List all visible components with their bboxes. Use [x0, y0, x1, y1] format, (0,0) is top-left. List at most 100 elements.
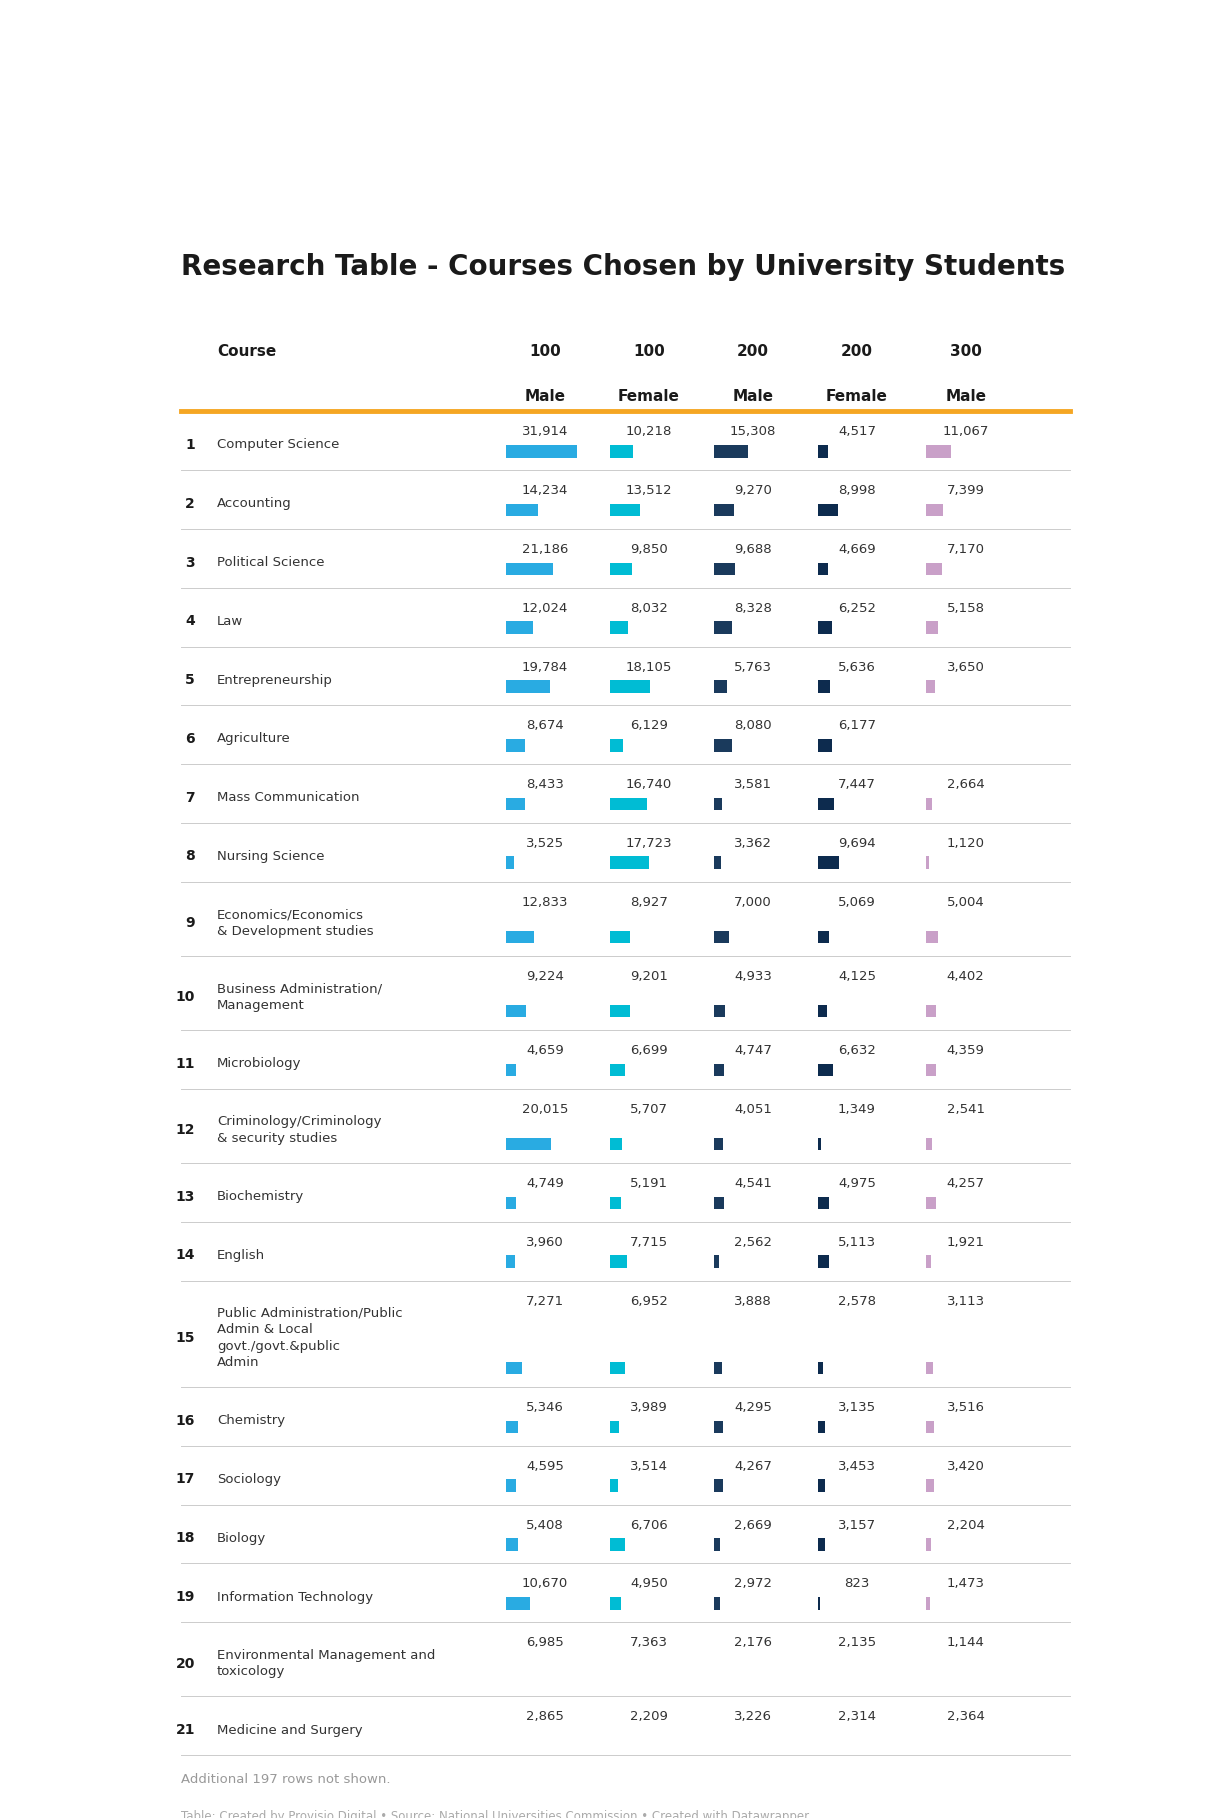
Text: 18,105: 18,105 — [626, 660, 672, 673]
Text: 2,664: 2,664 — [947, 778, 985, 791]
Text: Course: Course — [217, 344, 276, 360]
Bar — [817, 856, 839, 869]
Text: 8,674: 8,674 — [526, 720, 564, 733]
Bar — [926, 1420, 935, 1433]
Bar — [610, 1671, 626, 1683]
Text: 15: 15 — [176, 1331, 195, 1345]
Text: 4,669: 4,669 — [838, 544, 876, 556]
Bar — [714, 445, 748, 458]
Text: 1,120: 1,120 — [947, 836, 985, 849]
Text: 4: 4 — [185, 614, 195, 629]
Bar — [817, 1196, 828, 1209]
Text: 2,541: 2,541 — [947, 1104, 985, 1116]
Text: 5,636: 5,636 — [838, 660, 876, 673]
Text: Chemistry: Chemistry — [217, 1414, 285, 1427]
Text: 8,927: 8,927 — [630, 896, 667, 909]
Text: 2,176: 2,176 — [734, 1636, 772, 1649]
Text: 8,080: 8,080 — [734, 720, 772, 733]
Text: 3,989: 3,989 — [630, 1402, 667, 1414]
Bar — [505, 798, 525, 811]
Bar — [926, 1005, 936, 1018]
Text: 200: 200 — [737, 344, 769, 360]
Text: 5,191: 5,191 — [630, 1176, 667, 1191]
Text: 3,453: 3,453 — [838, 1460, 876, 1473]
Bar — [505, 1196, 516, 1209]
Text: Criminology/Criminology
& security studies: Criminology/Criminology & security studi… — [217, 1116, 382, 1145]
Bar — [505, 562, 553, 574]
Bar — [926, 1138, 932, 1151]
Text: 6: 6 — [185, 733, 195, 745]
Text: 7,363: 7,363 — [630, 1636, 667, 1649]
Bar — [926, 622, 938, 634]
Text: Male: Male — [732, 389, 773, 404]
Text: 12: 12 — [176, 1124, 195, 1138]
Text: 6,985: 6,985 — [526, 1636, 564, 1649]
Bar — [714, 1362, 722, 1374]
Bar — [714, 1671, 719, 1683]
Text: 12,833: 12,833 — [522, 896, 569, 909]
Text: 4,933: 4,933 — [734, 969, 772, 984]
Bar — [817, 1671, 822, 1683]
Text: English: English — [217, 1249, 265, 1262]
Bar — [505, 1064, 516, 1076]
Text: 18: 18 — [176, 1531, 195, 1545]
Text: 4,517: 4,517 — [838, 425, 876, 438]
Bar — [505, 738, 525, 751]
Text: 6,252: 6,252 — [838, 602, 876, 614]
Text: Sociology: Sociology — [217, 1473, 281, 1485]
Bar — [714, 1538, 720, 1551]
Text: 4,051: 4,051 — [734, 1104, 772, 1116]
Bar — [505, 1256, 515, 1269]
Bar — [505, 1362, 522, 1374]
Bar — [505, 1480, 516, 1493]
Bar — [610, 856, 649, 869]
Bar — [817, 680, 831, 693]
Text: Male: Male — [946, 389, 986, 404]
Bar — [817, 1362, 824, 1374]
Bar — [505, 1596, 529, 1609]
Bar — [817, 445, 828, 458]
Bar — [926, 1731, 932, 1743]
Text: 1: 1 — [185, 438, 195, 453]
Text: 13: 13 — [176, 1189, 195, 1204]
Bar — [505, 1005, 526, 1018]
Bar — [610, 1064, 625, 1076]
Bar — [714, 798, 722, 811]
Bar — [714, 504, 734, 516]
Bar — [610, 622, 627, 634]
Bar — [817, 1538, 825, 1551]
Text: Microbiology: Microbiology — [217, 1058, 301, 1071]
Text: 4,402: 4,402 — [947, 969, 985, 984]
Bar — [714, 562, 736, 574]
Bar — [714, 680, 727, 693]
Bar — [610, 738, 623, 751]
Text: Biology: Biology — [217, 1533, 266, 1545]
Text: 2,204: 2,204 — [947, 1518, 985, 1531]
Bar — [714, 1480, 723, 1493]
Bar — [505, 931, 534, 944]
Bar — [926, 504, 943, 516]
Text: Political Science: Political Science — [217, 556, 325, 569]
Bar — [817, 798, 834, 811]
Bar — [817, 1064, 832, 1076]
Text: 11: 11 — [176, 1056, 195, 1071]
Bar — [817, 1480, 826, 1493]
Text: 3,113: 3,113 — [947, 1294, 985, 1307]
Bar — [926, 1256, 931, 1269]
Text: 17,723: 17,723 — [626, 836, 672, 849]
Text: 4,975: 4,975 — [838, 1176, 876, 1191]
Text: 13,512: 13,512 — [626, 484, 672, 496]
Bar — [926, 562, 943, 574]
Text: 3,226: 3,226 — [734, 1711, 772, 1723]
Text: 3,888: 3,888 — [734, 1294, 772, 1307]
Bar — [926, 445, 952, 458]
Text: 6,952: 6,952 — [630, 1294, 667, 1307]
Bar — [926, 798, 932, 811]
Text: 2,209: 2,209 — [630, 1711, 667, 1723]
Bar — [817, 1138, 821, 1151]
Text: 200: 200 — [841, 344, 872, 360]
Text: Public Administration/Public
Admin & Local
govt./govt.&public
Admin: Public Administration/Public Admin & Loc… — [217, 1307, 403, 1369]
Text: 7,170: 7,170 — [947, 544, 985, 556]
Text: 6,706: 6,706 — [630, 1518, 667, 1531]
Bar — [926, 1480, 935, 1493]
